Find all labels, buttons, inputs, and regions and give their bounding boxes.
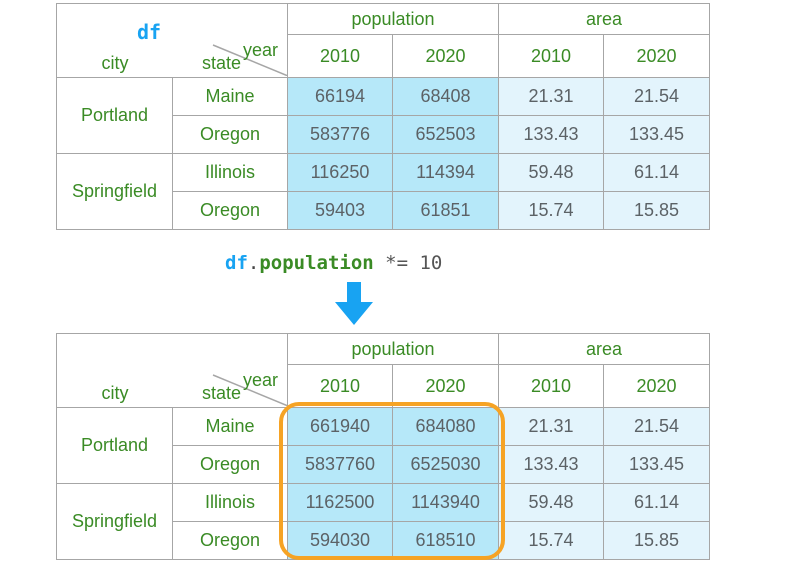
data-cell-population: 61851 [391,191,500,230]
column-group-header-area: area [498,3,711,35]
code-token-population: population [259,252,374,274]
row-header-city: Springfield [56,153,173,230]
year-header: 2020 [391,34,500,78]
data-cell-area: 59.48 [498,153,605,192]
data-cell-population: 652503 [391,115,500,154]
data-cell-population: 6525030 [391,445,500,484]
data-cell-area: 21.54 [603,407,711,446]
data-cell-population: 583776 [287,115,393,154]
row-header-state: Oregon [172,191,288,230]
down-arrow-icon [335,282,373,325]
row-header-state: Oregon [172,521,288,560]
data-cell-area: 61.14 [603,153,711,192]
dataframe-table-after: city state year population area 2010 202… [56,333,711,560]
data-cell-population: 1162500 [287,483,393,522]
row-header-city: Portland [56,77,173,154]
data-cell-population: 59403 [287,191,393,230]
data-cell-area: 21.31 [498,77,605,116]
state-index-label: state [201,53,241,73]
row-header-state: Oregon [172,115,288,154]
year-header: 2020 [391,364,500,408]
data-cell-area: 15.85 [603,521,711,560]
row-header-state: Maine [172,407,288,446]
year-header: 2010 [287,34,393,78]
row-header-city: Portland [56,407,173,484]
data-cell-population: 114394 [391,153,500,192]
year-header: 2010 [498,364,605,408]
column-group-header-population: population [286,333,500,365]
code-expression: df.population *= 10 [225,251,442,275]
year-index-label: year [243,40,279,60]
data-cell-population: 1143940 [391,483,500,522]
code-token-df: df [225,252,248,274]
year-header: 2020 [603,34,711,78]
city-index-label: city [101,383,129,403]
data-cell-population: 66194 [287,77,393,116]
year-header: 2020 [603,364,711,408]
dataframe-before-section: df city state year population area 2010 … [56,3,711,230]
data-cell-area: 15.85 [603,191,711,230]
data-cell-area: 15.74 [498,191,605,230]
dataframe-after-section: city state year population area 2010 202… [56,333,711,560]
data-cell-population: 68408 [391,77,500,116]
dataframe-table-before: df city state year population area 2010 … [56,3,711,230]
index-corner-cell: df city state year [56,3,288,78]
data-cell-area: 133.45 [603,445,711,484]
code-token-dot: . [247,252,260,274]
row-header-state: Maine [172,77,288,116]
index-corner-cell: city state year [56,333,288,408]
data-cell-area: 15.74 [498,521,605,560]
data-cell-area: 133.43 [498,115,605,154]
data-cell-area: 61.14 [603,483,711,522]
data-cell-area: 21.31 [498,407,605,446]
data-cell-population: 5837760 [287,445,393,484]
data-cell-area: 21.54 [603,77,711,116]
column-group-header-population: population [286,3,500,35]
data-cell-population: 661940 [287,407,393,446]
year-header: 2010 [287,364,393,408]
data-cell-population: 684080 [391,407,500,446]
dataframe-variable-label: df [137,20,162,44]
state-index-label: state [201,383,241,403]
data-cell-population: 116250 [287,153,393,192]
data-cell-area: 59.48 [498,483,605,522]
data-cell-area: 133.45 [603,115,711,154]
data-cell-population: 594030 [287,521,393,560]
data-cell-population: 618510 [391,521,500,560]
year-index-label: year [243,370,279,390]
row-header-state: Illinois [172,483,288,522]
code-token-operator: *= 10 [373,252,443,274]
row-header-state: Illinois [172,153,288,192]
row-header-state: Oregon [172,445,288,484]
city-index-label: city [101,53,129,73]
data-cell-area: 133.43 [498,445,605,484]
year-header: 2010 [498,34,605,78]
column-group-header-area: area [498,333,711,365]
row-header-city: Springfield [56,483,173,560]
